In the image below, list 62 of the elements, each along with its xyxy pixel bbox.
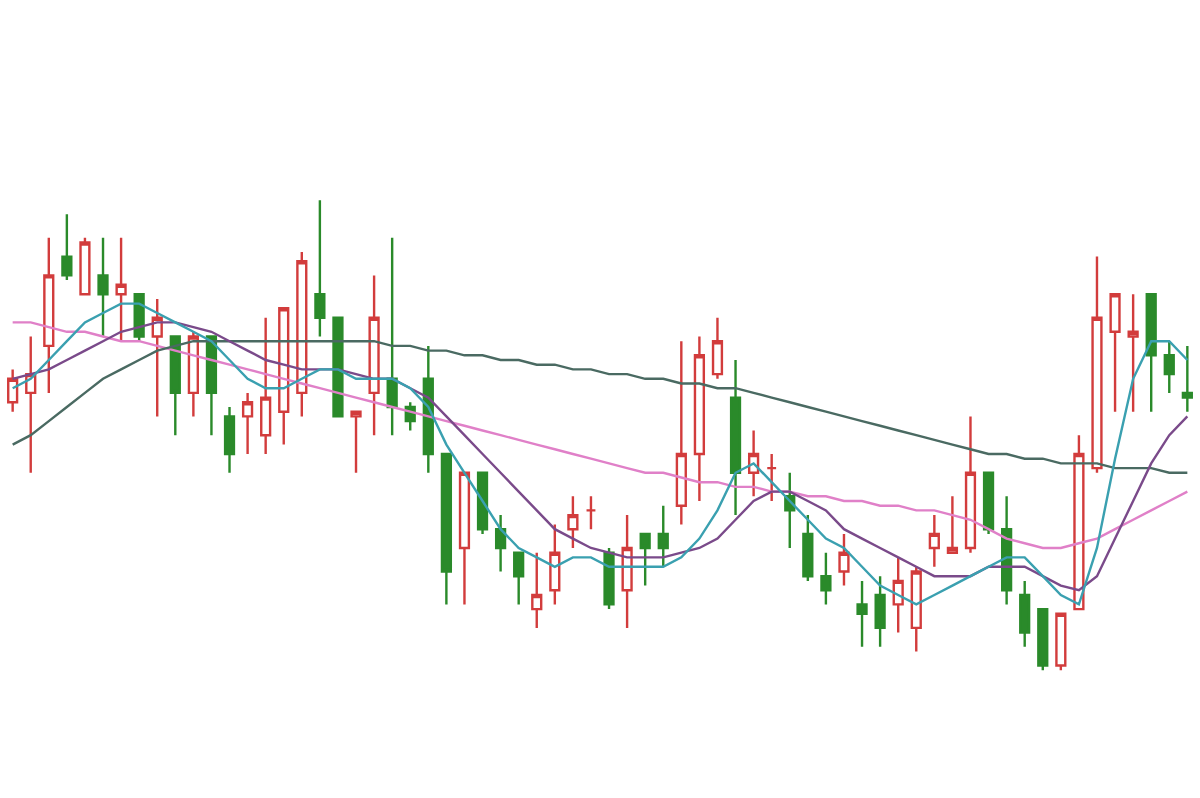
candlestick bbox=[639, 532, 651, 587]
candlestick bbox=[1181, 344, 1193, 413]
candlestick bbox=[693, 335, 706, 503]
candlestick bbox=[296, 250, 308, 418]
candlestick bbox=[982, 471, 995, 536]
candlestick bbox=[621, 513, 633, 630]
candlestick bbox=[440, 452, 453, 606]
candlestick bbox=[368, 274, 380, 437]
candlestick bbox=[61, 213, 73, 282]
candlestick bbox=[856, 579, 868, 648]
candlestick bbox=[567, 495, 579, 550]
candlestick bbox=[766, 452, 778, 503]
candlestick bbox=[838, 532, 850, 587]
candlestick bbox=[820, 551, 832, 606]
candlestick bbox=[115, 236, 127, 343]
candlestick bbox=[585, 495, 597, 531]
candlestick bbox=[874, 574, 886, 648]
candlestick bbox=[151, 297, 163, 418]
candlestick bbox=[1037, 607, 1049, 672]
candlestick bbox=[458, 471, 471, 606]
candlestick bbox=[278, 307, 290, 446]
candlestick bbox=[513, 551, 525, 606]
candlestick bbox=[946, 495, 959, 554]
candlestick bbox=[747, 429, 760, 498]
candlestick bbox=[784, 471, 796, 550]
candlestick bbox=[531, 551, 543, 630]
candlestick bbox=[603, 546, 615, 611]
candlestick bbox=[928, 513, 940, 568]
candlestick bbox=[549, 523, 561, 606]
candlestick bbox=[892, 556, 904, 634]
candlestick bbox=[350, 410, 362, 474]
candlestick bbox=[43, 236, 55, 395]
candlestick bbox=[25, 335, 37, 474]
candlestick bbox=[169, 335, 181, 437]
candlestick bbox=[657, 504, 669, 568]
candlestick bbox=[1127, 293, 1139, 413]
candlestick bbox=[964, 415, 977, 554]
candlestick bbox=[241, 391, 254, 456]
candlestick bbox=[332, 316, 344, 418]
candlestick bbox=[711, 316, 724, 380]
candlestick bbox=[97, 236, 109, 338]
candlestick bbox=[1145, 293, 1157, 413]
candlestick bbox=[729, 358, 742, 517]
candlestick bbox=[7, 368, 19, 413]
candlestick bbox=[79, 236, 91, 296]
candlestick bbox=[386, 236, 398, 437]
candlestick bbox=[314, 199, 326, 338]
candlestick bbox=[187, 330, 199, 418]
candlestick bbox=[260, 316, 272, 456]
candlestick bbox=[1055, 612, 1067, 672]
candlestick bbox=[802, 513, 814, 583]
candlestick bbox=[1019, 579, 1031, 648]
candlestick bbox=[1073, 433, 1085, 611]
candlestick bbox=[1091, 255, 1103, 474]
candlestick bbox=[205, 335, 218, 437]
candlestick bbox=[494, 513, 507, 573]
candlestick bbox=[1001, 495, 1013, 606]
candlestick bbox=[675, 340, 687, 526]
candlestick bbox=[1163, 340, 1175, 395]
candlestick bbox=[910, 565, 922, 653]
candlestick bbox=[1109, 293, 1121, 413]
candlestick bbox=[223, 405, 236, 474]
